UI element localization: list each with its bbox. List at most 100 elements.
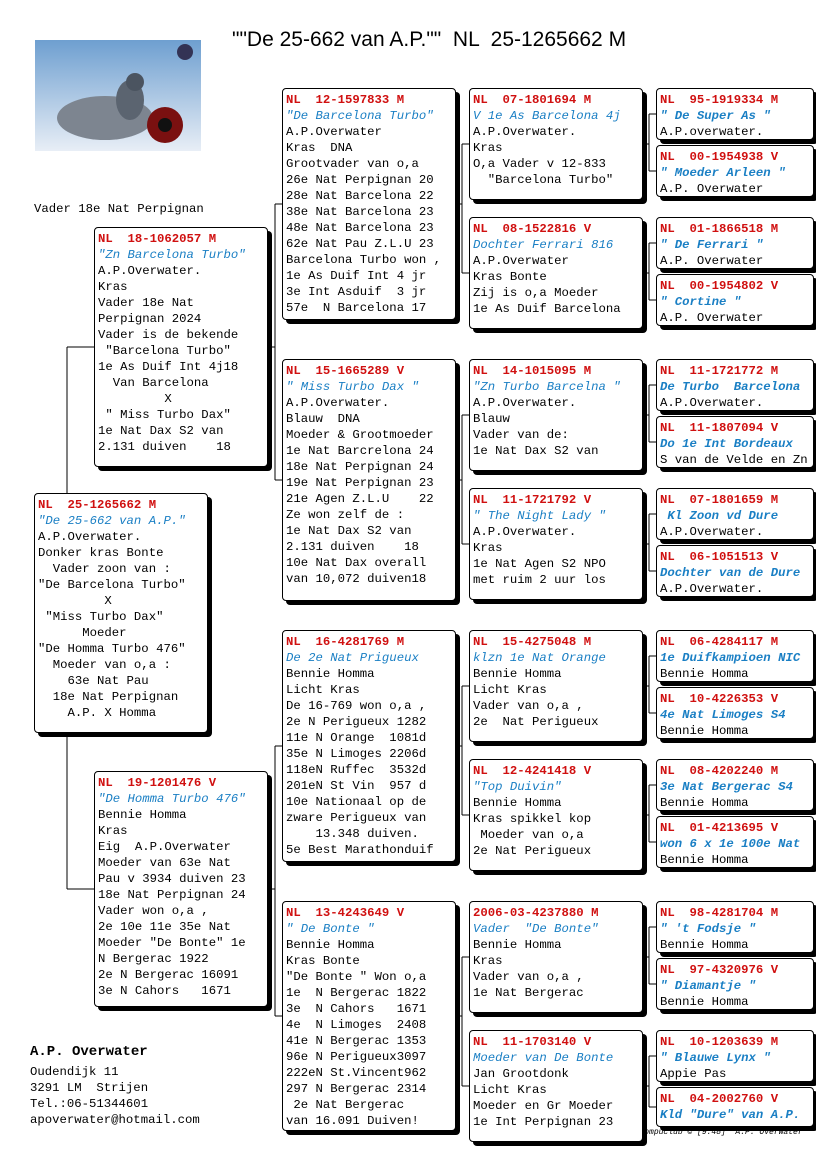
info-line: 2.131 duiven 18 bbox=[98, 440, 231, 454]
pedigree-box: NL 06-4284117 M 1e Duifkampioen NIC Bennie… bbox=[656, 630, 814, 682]
info-line: 1e Nat Dax S2 van bbox=[98, 424, 224, 438]
ring-number: NL 10-1203639 M bbox=[660, 1035, 779, 1049]
info-line: 1e As Duif Int 4j18 bbox=[98, 360, 239, 374]
info-line: Kras Bonte bbox=[286, 954, 360, 968]
pigeon-name: De Turbo Barcelona bbox=[660, 380, 801, 394]
info-line: Kras bbox=[98, 280, 128, 294]
pedigree-box: NL 97-4320976 V " Diamantje " Bennie Homma bbox=[656, 958, 814, 1010]
pigeon-name: Kl Zoon vd Dure bbox=[660, 509, 779, 523]
info-line: Kras bbox=[473, 141, 503, 155]
info-line: Blauw bbox=[473, 412, 510, 426]
info-line: 3e Int Asduif 3 jr bbox=[286, 285, 427, 299]
info-line: Bennie Homma bbox=[660, 724, 749, 738]
pedigree-box: NL 10-4226353 V 4e Nat Limoges S4 Bennie H… bbox=[656, 687, 814, 739]
info-line: Kras bbox=[473, 954, 503, 968]
info-line: 1e Nat Bergerac bbox=[473, 986, 584, 1000]
info-line: A.P.Overwater. bbox=[660, 525, 764, 539]
pigeon-name: Moeder van De Bonte bbox=[473, 1051, 614, 1065]
pedigree-box: NL 19-1201476 V "De Homma Turbo 476" Benni… bbox=[94, 771, 268, 1007]
pigeon-name: " Blauwe Lynx " bbox=[660, 1051, 771, 1065]
info-line: "Barcelona Turbo" bbox=[473, 173, 614, 187]
info-line: Vader van o,a , bbox=[473, 699, 584, 713]
pedigree-box: NL 04-2002760 V Kld "Dure" van A.P. bbox=[656, 1087, 814, 1127]
ring-number: NL 12-1597833 M bbox=[286, 93, 405, 107]
pedigree-box: NL 01-4213695 V won 6 x 1e 100e Nat Bennie… bbox=[656, 816, 814, 868]
ring-number: NL 13-4243649 V bbox=[286, 906, 405, 920]
ring-number: NL 14-1015095 M bbox=[473, 364, 592, 378]
pedigree-box: 2006-03-4237880 M Vader "De Bonte" Bennie … bbox=[469, 901, 643, 1013]
info-line: 2e N Perigueux 1282 bbox=[286, 715, 427, 729]
info-line: Perpignan 2024 bbox=[98, 312, 202, 326]
pigeon-name: " Cortine " bbox=[660, 295, 742, 309]
info-line: 1e Nat Agen S2 NPO bbox=[473, 557, 606, 571]
pigeon-name: " Miss Turbo Dax " bbox=[286, 380, 419, 394]
info-line: 26e Nat Perpignan 20 bbox=[286, 173, 434, 187]
ring-number: NL 95-1919334 M bbox=[660, 93, 779, 107]
pedigree-box: NL 00-1954802 V " Cortine " A.P. Overwater bbox=[656, 274, 814, 326]
info-line: Barcelona Turbo won , bbox=[286, 253, 441, 267]
info-line: Moeder van o,a bbox=[473, 828, 584, 842]
pigeon-name: "Zn Barcelona Turbo" bbox=[98, 248, 246, 262]
pigeon-name: " The Night Lady " bbox=[473, 509, 606, 523]
info-line: A.P.Overwater. bbox=[473, 125, 577, 139]
info-line: 96e N Perigueux3097 bbox=[286, 1050, 427, 1064]
info-line: Vader won o,a , bbox=[98, 904, 209, 918]
info-line: Zij is o,a Moeder bbox=[473, 286, 599, 300]
info-line: A.P. X Homma bbox=[38, 706, 157, 720]
ring-number: NL 01-4213695 V bbox=[660, 821, 779, 835]
pigeon-name: klzn 1e Nat Orange bbox=[473, 651, 606, 665]
info-line: X bbox=[38, 594, 112, 608]
info-line: 63e Nat Pau bbox=[38, 674, 149, 688]
ring-number: NL 07-1801659 M bbox=[660, 493, 779, 507]
pedigree-box: NL 07-1801694 M V 1e As Barcelona 4j A.P.O… bbox=[469, 88, 643, 200]
info-line: Kras spikkel kop bbox=[473, 812, 592, 826]
ring-number: NL 15-4275048 M bbox=[473, 635, 592, 649]
info-line: A.P.Overwater bbox=[286, 125, 382, 139]
pedigree-box: NL 95-1919334 M " De Super As " A.P.overwa… bbox=[656, 88, 814, 140]
pedigree-box: NL 15-4275048 M klzn 1e Nat Orange Bennie … bbox=[469, 630, 643, 742]
owner-line: A.P. Overwater bbox=[30, 1044, 148, 1060]
info-line: 2e Nat Perigueux bbox=[473, 844, 592, 858]
info-line: met ruim 2 uur los bbox=[473, 573, 606, 587]
info-line: 1e Int Perpignan 23 bbox=[473, 1115, 614, 1129]
owner-line: Oudendijk 11 bbox=[30, 1065, 119, 1079]
ring-number: NL 98-4281704 M bbox=[660, 906, 779, 920]
ring-number: NL 11-1721772 M bbox=[660, 364, 779, 378]
info-line: Licht Kras bbox=[286, 683, 360, 697]
pedigree-box: NL 98-4281704 M " 't Fodsje " Bennie Homma bbox=[656, 901, 814, 953]
pigeon-name: Vader "De Bonte" bbox=[473, 922, 599, 936]
info-line: Grootvader van o,a bbox=[286, 157, 419, 171]
info-line: 297 N Bergerac 2314 bbox=[286, 1082, 427, 1096]
info-line: Pau v 3934 duiven 23 bbox=[98, 872, 246, 886]
pedigree-box: NL 08-4202240 M 3e Nat Bergerac S4 Bennie … bbox=[656, 759, 814, 811]
info-line: Ze won zelf de : bbox=[286, 508, 405, 522]
pigeon-name: 4e Nat Limoges S4 bbox=[660, 708, 786, 722]
info-line: Vader is de bekende bbox=[98, 328, 239, 342]
info-line: 10e Nat Dax overall bbox=[286, 556, 427, 570]
info-line: 19e Nat Perpignan 23 bbox=[286, 476, 434, 490]
info-line: 201eN St Vin 957 d bbox=[286, 779, 427, 793]
info-line: 18e Nat Perpignan 24 bbox=[98, 888, 246, 902]
info-line: A.P.Overwater. bbox=[98, 264, 202, 278]
info-line: Kras DNA bbox=[286, 141, 353, 155]
info-line: 1e N Bergerac 1822 bbox=[286, 986, 427, 1000]
pedigree-box: NL 11-1721772 M De Turbo Barcelona A.P.Ove… bbox=[656, 359, 814, 411]
info-line: 3e N Cahors 1671 bbox=[286, 1002, 427, 1016]
info-line: " Miss Turbo Dax" bbox=[98, 408, 231, 422]
info-line: 1e Nat Dax S2 van bbox=[286, 524, 412, 538]
pedigree-box: NL 08-1522816 V Dochter Ferrari 816 A.P.Ov… bbox=[469, 217, 643, 329]
ring-number: NL 01-1866518 M bbox=[660, 222, 779, 236]
pedigree-box: NL 12-1597833 M "De Barcelona Turbo" A.P.O… bbox=[282, 88, 456, 320]
pigeon-name: Dochter van de Dure bbox=[660, 566, 801, 580]
info-line: 1e Nat Dax S2 van bbox=[473, 444, 599, 458]
info-line: A.P.Overwater. bbox=[38, 530, 142, 544]
info-line: Moeder van 63e Nat bbox=[98, 856, 231, 870]
info-line: 1e Nat Barcrelona 24 bbox=[286, 444, 434, 458]
info-line: 5e Best Marathonduif bbox=[286, 843, 434, 857]
info-line: "De Barcelona Turbo" bbox=[38, 578, 186, 592]
photo bbox=[35, 40, 201, 151]
info-line: Van Barcelona bbox=[98, 376, 209, 390]
info-line: Kras bbox=[473, 541, 503, 555]
info-line: 1e As Duif Barcelona bbox=[473, 302, 621, 316]
info-line: 222eN St.Vincent962 bbox=[286, 1066, 427, 1080]
